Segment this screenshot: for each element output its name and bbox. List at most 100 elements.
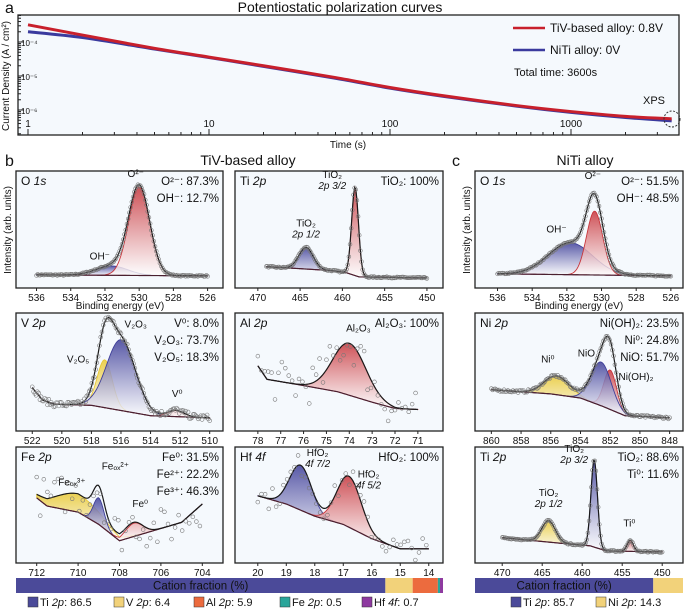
data-point (610, 347, 615, 353)
data-point (50, 401, 55, 407)
plots-layer: 1 10 100 1000 10⁻⁴ 10⁻⁵ 10⁻⁶ NiTi alloy: 0V TiV-… (15, 14, 684, 609)
data-point (355, 214, 361, 219)
data-point (361, 348, 367, 354)
data-point (283, 365, 288, 371)
polarization-chart: 1 10 100 1000 10⁻⁴ 10⁻⁵ 10⁻⁶ NiTi alloy: 0V TiV-… (17, 14, 681, 136)
data-point (528, 388, 534, 393)
data-point (91, 268, 97, 273)
data-point (71, 400, 77, 405)
composition-text: NiO: 51.7% (620, 352, 679, 364)
data-point (314, 501, 319, 506)
data-point (30, 384, 35, 389)
plot-area (474, 312, 684, 432)
core-element: O (480, 174, 493, 188)
data-point (588, 373, 593, 378)
data-point (666, 416, 671, 422)
data-point (299, 248, 305, 253)
data-point (97, 343, 102, 348)
data-point (293, 257, 299, 262)
x-tick-label: 465 (534, 568, 551, 579)
x-tick-label: 850 (632, 436, 649, 447)
data-point (621, 548, 626, 553)
data-point (131, 361, 136, 366)
data-point (300, 379, 305, 384)
data-point (522, 537, 528, 542)
data-point (513, 270, 519, 275)
data-point (552, 373, 558, 378)
data-point (505, 388, 511, 393)
peak-label: HfO₂ (307, 448, 329, 459)
data-point (518, 269, 524, 274)
x-tick-label: 465 (292, 293, 309, 304)
data-point (93, 367, 98, 372)
data-point (354, 198, 360, 203)
data-point (279, 359, 285, 365)
c-ylabel: Intensity (arb. units) (462, 186, 473, 274)
data-point (157, 260, 163, 266)
data-point (101, 520, 107, 525)
data-point (631, 542, 636, 548)
data-point (534, 386, 540, 391)
data-point (295, 255, 300, 261)
data-point (190, 514, 196, 520)
data-point (288, 469, 293, 475)
data-point (187, 416, 192, 421)
data-point (172, 525, 178, 530)
data-point (578, 230, 583, 235)
x-tick-label: 516 (113, 436, 130, 447)
data-point (146, 215, 152, 220)
x-tick-label: 470 (494, 568, 511, 579)
cation-bar-segment-ni (653, 578, 683, 593)
data-point (360, 267, 365, 272)
data-point (297, 251, 302, 256)
panel-a-letter: a (5, 0, 14, 17)
data-point (365, 387, 370, 392)
x-tick-label: 19 (281, 568, 293, 579)
panel-b-title: TiV-based alloy (200, 152, 295, 168)
x-tick-label: 455 (614, 568, 631, 579)
core-element: Al (240, 316, 254, 330)
core-level-label: Ti 2p (240, 174, 267, 188)
data-point (130, 515, 135, 520)
data-point (117, 329, 122, 335)
x-tick-label: 854 (572, 436, 589, 447)
data-point (580, 387, 586, 392)
data-point (36, 390, 41, 396)
x-tick-label: 470 (249, 293, 266, 304)
data-point (614, 268, 619, 273)
data-point (116, 251, 121, 257)
core-orbital: 4f (255, 450, 267, 464)
data-point (140, 527, 146, 532)
data-point (118, 331, 124, 336)
data-point (547, 518, 553, 524)
x-tick-label: 510 (201, 436, 218, 447)
x-tick-label: 528 (628, 293, 645, 304)
data-point (116, 518, 121, 523)
data-point (121, 338, 126, 343)
core-element: O (21, 174, 34, 188)
legend-swatch (279, 596, 291, 608)
core-orbital: 2p (253, 316, 268, 330)
data-point (533, 536, 538, 541)
data-point (284, 477, 290, 482)
data-point (303, 475, 308, 480)
series-line-tiv (27, 23, 672, 121)
x-tick-label: 712 (28, 568, 45, 579)
data-point (64, 403, 69, 409)
data-point (595, 199, 601, 204)
data-point (600, 223, 605, 228)
data-point (584, 208, 589, 213)
composition-text: Al₂O₃: 100% (375, 318, 439, 330)
data-point (149, 228, 154, 233)
data-point (291, 261, 297, 266)
data-point (162, 509, 167, 515)
data-point (296, 376, 302, 382)
y-tick-label: 10⁻⁶ (21, 107, 37, 116)
data-point (35, 389, 40, 394)
data-point (604, 242, 609, 247)
legend-orbital: 4f (388, 597, 398, 609)
data-point (317, 356, 322, 361)
data-point (165, 521, 171, 527)
x-tick-label: 20 (252, 568, 264, 579)
data-point (151, 520, 157, 526)
